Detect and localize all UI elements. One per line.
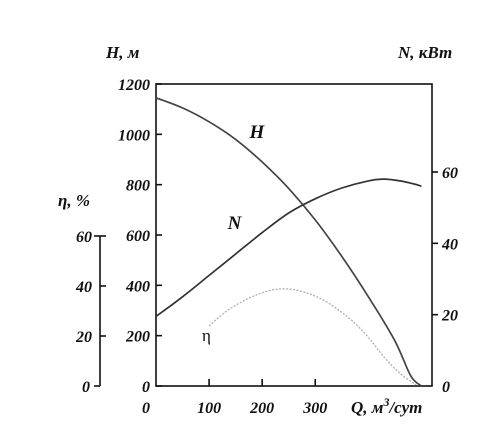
n-axis-title: N, кВт <box>397 43 452 62</box>
series-line-n <box>155 178 422 318</box>
x-axis-title: Q, м3/сут <box>351 395 422 417</box>
h-tick-label: 200 <box>125 329 150 346</box>
curve-label-h: H <box>248 122 265 143</box>
curve-label-eta: η <box>202 326 211 345</box>
x-tick-label: 300 <box>302 400 327 417</box>
eta-tick-label: 0 <box>82 379 90 396</box>
x-tick-label: 100 <box>197 400 221 417</box>
plot-frame <box>155 83 433 387</box>
n-tick-label: 20 <box>441 308 458 325</box>
eta-tick-label: 40 <box>75 279 92 296</box>
h-tick-label: 1200 <box>118 77 150 94</box>
h-axis-title: H, м <box>105 43 140 62</box>
h-tick-label: 0 <box>142 379 150 396</box>
eta-tick-label: 60 <box>76 229 92 246</box>
axes-layer <box>94 83 438 387</box>
series-line-eta <box>208 288 417 386</box>
n-tick-label: 40 <box>441 236 458 253</box>
eta-tick-label: 20 <box>75 329 92 346</box>
eta-axis-title: η, % <box>58 191 90 210</box>
labels-layer: 0 100 200 300 Q, м3/сут020040060080010001200… <box>58 43 458 417</box>
curve-label-n: N <box>227 213 243 234</box>
n-tick-label: 60 <box>442 165 458 182</box>
x-tick-label: 200 <box>249 400 274 417</box>
x-tick-label: 0 <box>142 400 150 417</box>
series-line-h <box>155 97 422 387</box>
curves-layer <box>155 97 422 387</box>
h-tick-label: 1000 <box>118 127 150 144</box>
n-tick-label: 0 <box>442 379 450 396</box>
h-tick-label: 800 <box>126 178 150 195</box>
h-tick-label: 600 <box>126 228 150 245</box>
h-tick-label: 400 <box>125 278 150 295</box>
